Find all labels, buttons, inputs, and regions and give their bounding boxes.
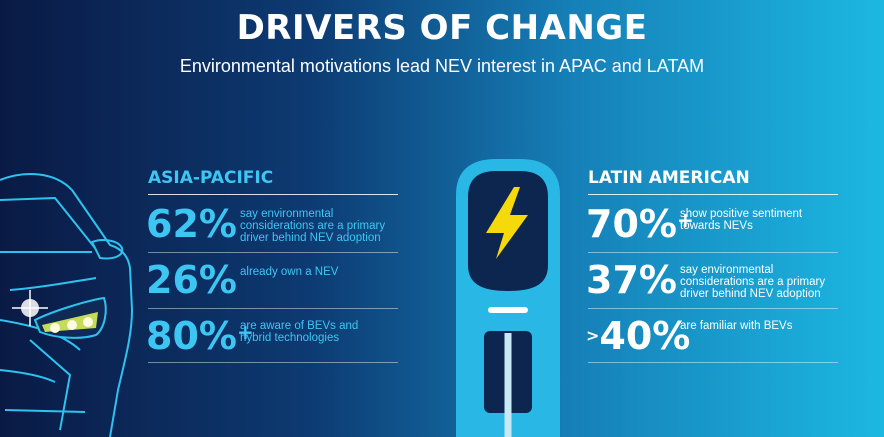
stat-description: already own a NEV bbox=[240, 266, 339, 278]
stat-description: say environmental considerations are a p… bbox=[680, 264, 826, 300]
page-subtitle: Environmental motivations lead NEV inter… bbox=[179, 56, 705, 76]
heading-divider bbox=[588, 194, 838, 195]
stat-value: 37% bbox=[586, 258, 677, 302]
stat-value: 80%+ bbox=[146, 314, 254, 358]
page-title: DRIVERS OF CHANGE bbox=[236, 8, 648, 48]
stat-value: 26% bbox=[146, 258, 237, 302]
stat-divider bbox=[588, 308, 838, 309]
stat-value: 62% bbox=[146, 202, 237, 246]
latin-america-heading: LATIN AMERICAN bbox=[588, 168, 750, 188]
stat-value: >40% bbox=[586, 314, 691, 358]
stat-description: say environmental considerations are a p… bbox=[240, 208, 386, 244]
stat-divider bbox=[588, 362, 838, 363]
ev-charger-illustration bbox=[456, 159, 560, 437]
stat-divider bbox=[148, 308, 398, 309]
heading-divider bbox=[148, 194, 398, 195]
stat-divider bbox=[588, 252, 838, 253]
asia-pacific-heading: ASIA-PACIFIC bbox=[148, 168, 274, 188]
stat-description: show positive sentiment towards NEVs bbox=[680, 208, 803, 232]
stat-description: are aware of BEVs and hybrid technologie… bbox=[240, 320, 359, 344]
headlight-icon bbox=[12, 290, 107, 339]
stat-description: are familiar with BEVs bbox=[680, 320, 793, 332]
lightning-bolt-icon bbox=[486, 187, 528, 259]
car-illustration bbox=[0, 173, 133, 437]
stat-divider bbox=[148, 362, 398, 363]
stat-divider bbox=[148, 252, 398, 253]
stat-value: 70%+ bbox=[586, 202, 694, 246]
